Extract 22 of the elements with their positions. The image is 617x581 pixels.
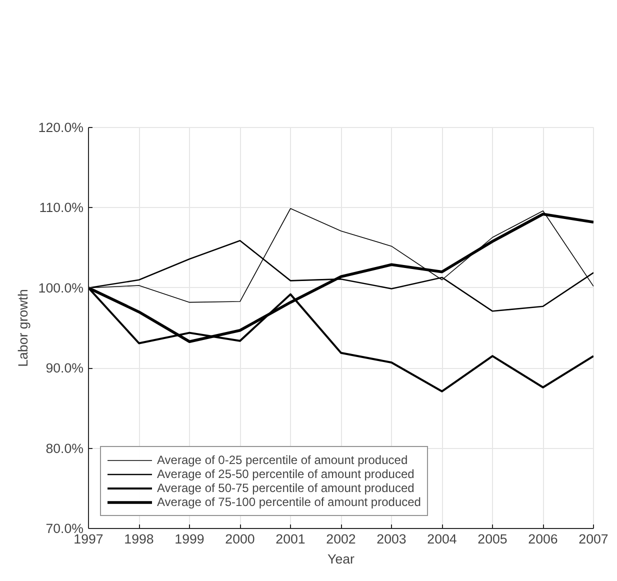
legend-label: Average of 0-25 percentile of amount produced (157, 453, 408, 467)
y-tick-label: 120.0% (38, 120, 84, 135)
x-tick-label: 2006 (528, 532, 558, 546)
x-tick-label: 2002 (326, 532, 356, 546)
legend-label: Average of 25-50 percentile of amount produced (157, 467, 414, 481)
x-tick-label: 1999 (174, 532, 204, 546)
y-axis-title: Labor growth (15, 289, 30, 367)
y-tick-label: 100.0% (38, 280, 84, 296)
x-tick-label: 2003 (376, 532, 406, 546)
x-tick-label: 2007 (578, 532, 608, 546)
y-tick-label: 110.0% (39, 200, 84, 216)
legend-label: Average of 75-100 percentile of amount produced (157, 495, 421, 509)
legend-label: Average of 50-75 percentile of amount produced (157, 481, 414, 495)
x-tick-label: 2004 (427, 532, 458, 546)
x-tick-label: 2001 (276, 532, 306, 546)
x-axis-title: Year (328, 552, 356, 566)
y-tick-label: 80.0% (46, 440, 84, 456)
x-tick-label: 1998 (124, 532, 154, 546)
x-tick-label: 2005 (478, 532, 508, 546)
x-tick-label: 1997 (74, 532, 104, 546)
x-tick-label: 2000 (225, 532, 255, 546)
y-tick-label: 90.0% (46, 360, 84, 376)
